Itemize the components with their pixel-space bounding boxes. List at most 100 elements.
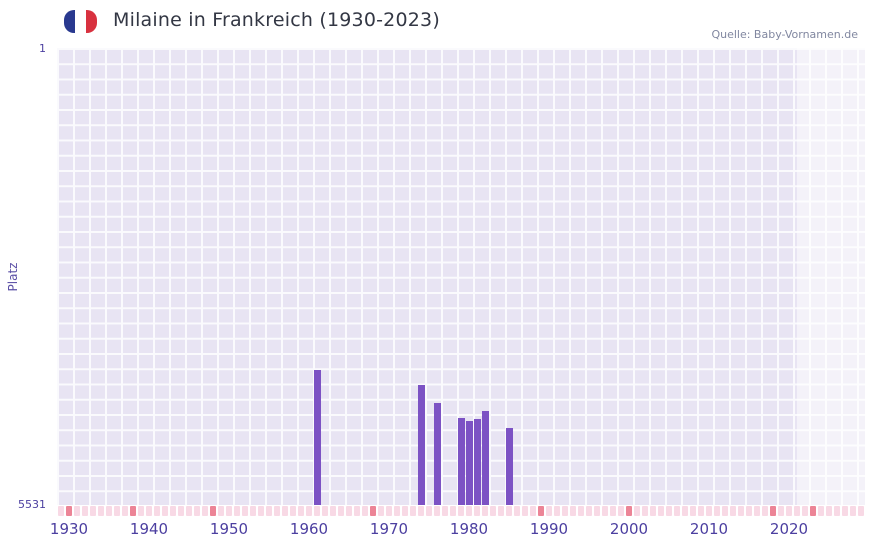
x-tick-1970: 1970 [369, 520, 409, 538]
strip-cell [770, 506, 776, 516]
x-tick-1940: 1940 [129, 520, 169, 538]
strip-cell [730, 506, 736, 516]
strip-cell [690, 506, 696, 516]
flag-stripe-blue [64, 10, 75, 33]
strip-cell [538, 506, 544, 516]
france-flag-icon [64, 10, 97, 33]
bar-1979[interactable] [457, 418, 465, 505]
strip-cell [250, 506, 256, 516]
strip-cell [146, 506, 152, 516]
strip-cell [474, 506, 480, 516]
strip-cell [114, 506, 120, 516]
strip-cell [642, 506, 648, 516]
x-tick-2010: 2010 [689, 520, 729, 538]
strip-cell [666, 506, 672, 516]
strip-cell [554, 506, 560, 516]
plot-area [57, 48, 865, 505]
bar-1985[interactable] [505, 428, 513, 505]
x-tick-2020: 2020 [769, 520, 809, 538]
strip-cell [218, 506, 224, 516]
strip-cell [506, 506, 512, 516]
strip-cell [586, 506, 592, 516]
strip-cell [242, 506, 248, 516]
strip-cell [138, 506, 144, 516]
strip-cell [362, 506, 368, 516]
strip-cell [290, 506, 296, 516]
strip-cell [194, 506, 200, 516]
strip-cell [490, 506, 496, 516]
strip-cell [322, 506, 328, 516]
x-tick-2000: 2000 [609, 520, 649, 538]
strip-cell [162, 506, 168, 516]
strip-cell [786, 506, 792, 516]
strip-cell [546, 506, 552, 516]
x-axis: 1930 1940 1950 1960 1970 1980 1990 2000 2010 2020 [50, 520, 865, 542]
strip-cell [314, 506, 320, 516]
x-tick-1980: 1980 [449, 520, 489, 538]
bar-1976[interactable] [433, 403, 441, 505]
bar-1981[interactable] [473, 418, 481, 505]
strip-cell [818, 506, 824, 516]
strip-cell [394, 506, 400, 516]
y-axis-title: Platz [6, 262, 20, 292]
strip-cell [186, 506, 192, 516]
bar-1980[interactable] [465, 420, 473, 505]
strip-cell [130, 506, 136, 516]
strip-cell [850, 506, 856, 516]
strip-cell [202, 506, 208, 516]
strip-cell [274, 506, 280, 516]
y-tick-top: 1 [39, 42, 46, 55]
flag-stripe-red [86, 10, 97, 33]
strip-cell [346, 506, 352, 516]
strip-cell [810, 506, 816, 516]
strip-cell [626, 506, 632, 516]
strip-cell [434, 506, 440, 516]
strip-cell [210, 506, 216, 516]
strip-cell [426, 506, 432, 516]
strip-cell [282, 506, 288, 516]
bar-1961[interactable] [313, 370, 321, 505]
strip-cell [682, 506, 688, 516]
strip-cell [738, 506, 744, 516]
flag-stripe-white [75, 10, 86, 33]
strip-cell [258, 506, 264, 516]
strip-cell [842, 506, 848, 516]
bar-1974[interactable] [417, 385, 425, 505]
strip-cell [746, 506, 752, 516]
strip-cell [402, 506, 408, 516]
strip-cell [722, 506, 728, 516]
x-tick-1930: 1930 [49, 520, 89, 538]
strip-cell [82, 506, 88, 516]
bar-1982[interactable] [481, 410, 489, 505]
strip-cell [530, 506, 536, 516]
strip-cell [450, 506, 456, 516]
strip-cell [170, 506, 176, 516]
strip-cell [74, 506, 80, 516]
y-tick-bottom: 5531 [18, 498, 46, 511]
strip-cell [458, 506, 464, 516]
strip-cell [794, 506, 800, 516]
strip-cell [514, 506, 520, 516]
x-tick-1950: 1950 [209, 520, 249, 538]
strip-cell [674, 506, 680, 516]
strip-cell [714, 506, 720, 516]
strip-cell [578, 506, 584, 516]
page-title: Milaine in Frankreich (1930-2023) [113, 9, 440, 31]
strip-cell [386, 506, 392, 516]
source-label: Quelle: Baby-Vornamen.de [711, 28, 858, 41]
strip-cell [58, 506, 64, 516]
strip-cell [522, 506, 528, 516]
strip-cell [306, 506, 312, 516]
strip-cell [634, 506, 640, 516]
strip-cell [178, 506, 184, 516]
strip-cell [610, 506, 616, 516]
year-strip [57, 506, 865, 516]
strip-cell [602, 506, 608, 516]
strip-cell [754, 506, 760, 516]
strip-cell [106, 506, 112, 516]
strip-cell [370, 506, 376, 516]
strip-cell [650, 506, 656, 516]
strip-cell [442, 506, 448, 516]
strip-cell [234, 506, 240, 516]
